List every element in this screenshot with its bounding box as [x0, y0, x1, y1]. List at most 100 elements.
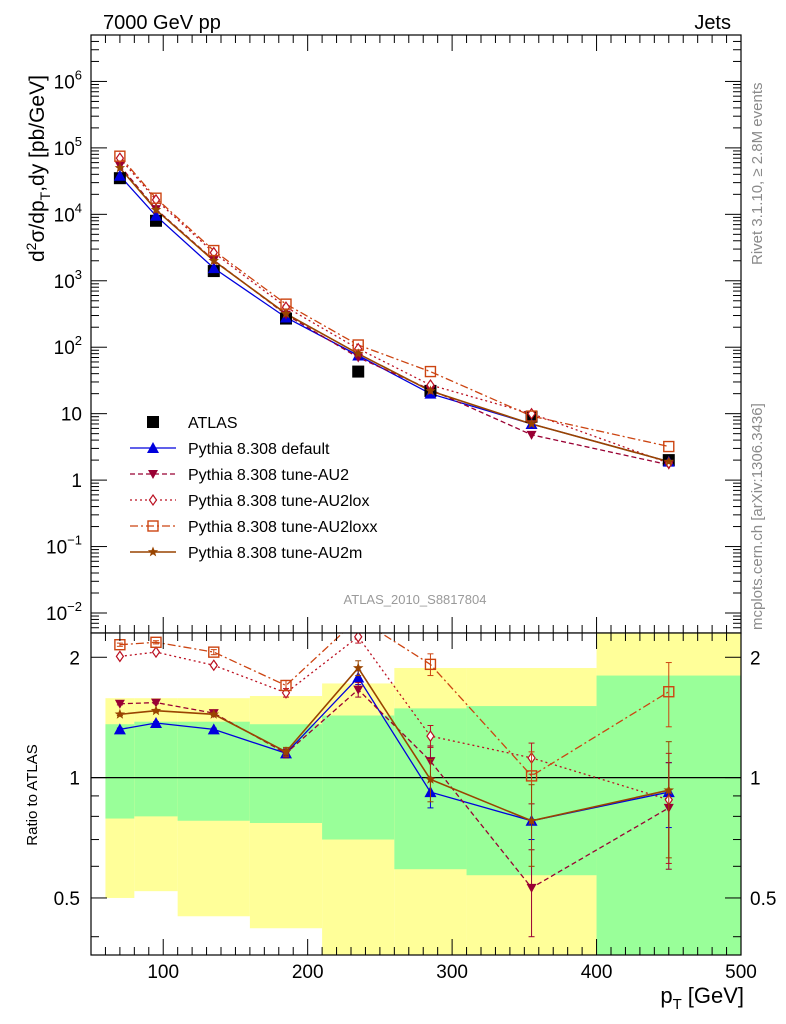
ytick-base: 10: [54, 205, 75, 226]
xlabel-unit: [GeV]: [688, 983, 744, 1008]
ratio-point-default-1: [150, 716, 162, 728]
xtick-label: 300: [436, 962, 468, 983]
main-point-au2m-0: [114, 162, 126, 173]
ratio-point-default-4: [352, 671, 365, 683]
ratio-ytick-label-right: 0.5: [750, 889, 776, 910]
legend-marker-default: [147, 442, 159, 453]
ytick-exponent: 5: [75, 134, 82, 149]
main-panel: [91, 35, 741, 633]
header-right: Jets: [694, 12, 731, 34]
ytick-base: 10: [54, 139, 75, 160]
ratio-ytick-label-left: 0.5: [54, 889, 80, 910]
ytick-base: 10: [46, 538, 67, 559]
ratio-point-au2loxx-6: [525, 770, 538, 782]
analysis-label: ATLAS_2010_S8817804: [344, 592, 487, 607]
legend-marker-au2loxx: [147, 520, 159, 532]
main-ytick-label: 106: [54, 67, 82, 93]
legend-marker-atlas: [147, 416, 159, 428]
main-point-default-0: [113, 169, 126, 181]
ytick-base: 10: [46, 604, 67, 625]
ratio-point-default-2: [207, 723, 220, 735]
ratio-point-au2m-6: [526, 815, 537, 826]
xlabel-p: p: [660, 983, 672, 1008]
ratio-point-default-0: [113, 723, 126, 735]
ytick-base: 10: [54, 338, 75, 359]
ylabel-sub-t: T: [37, 191, 53, 200]
ratio-point-au2lox-1: [151, 646, 161, 659]
ratio-point-au2loxx-7: [663, 686, 675, 698]
xlabel-sub-t: T: [673, 996, 682, 1013]
xtick-label: 200: [292, 962, 324, 983]
main-panel-background: [91, 35, 741, 633]
ratio-point-au2m-4: [353, 662, 364, 673]
mcplots-text: mcplots.cern.ch [arXiv:1306.3436]: [749, 403, 766, 630]
band-inner-2: [177, 721, 250, 821]
ratio-frame: [90, 632, 742, 956]
ratio-point-au2loxx-3: [280, 679, 292, 692]
main-ytick-label: 10−1: [46, 533, 82, 559]
ratio-line-au2m: [119, 666, 669, 822]
main-point-au2-6: [526, 430, 537, 440]
x-axis-label: pT [GeV]: [660, 983, 744, 1013]
ratio-axes: 0.5 0.5 1 1 2 2 100 200 300 400 500: [54, 632, 776, 983]
main-point-default-2: [207, 262, 220, 274]
main-point-au2m-7: [663, 456, 674, 466]
xtick-label: 400: [581, 962, 613, 983]
main-point-au2m-5: [425, 385, 436, 396]
ratio-ytick-label-left: 2: [69, 648, 80, 669]
ratio-point-au2lox-0: [115, 650, 125, 663]
rivet-version-text: Rivet 3.1.10, ≥ 2.8M events: [749, 83, 766, 266]
ratio-line-au2lox: [119, 635, 669, 801]
main-ytick-label: 1: [71, 471, 82, 492]
ratio-uncertainty-bands: [91, 633, 741, 955]
main-data-layer: [113, 150, 675, 470]
legend-label-atlas: ATLAS: [188, 415, 238, 432]
ratio-point-au2m-7: [663, 784, 674, 795]
main-ytick-label: 102: [54, 333, 82, 359]
main-point-au2m-2: [208, 255, 219, 266]
ytick-exponent: −1: [67, 533, 82, 548]
main-line-au2m: [119, 167, 670, 463]
ytick-exponent: 3: [75, 267, 82, 282]
main-point-au2m-4: [353, 348, 364, 359]
ratio-ytick-label-left: 1: [69, 769, 80, 790]
main-point-atlas-4: [352, 365, 365, 378]
legend-label-au2lox: Pythia 8.308 tune-AU2lox: [188, 493, 369, 510]
legend-label-au2m: Pythia 8.308 tune-AU2m: [188, 545, 362, 562]
ratio-point-au2-6: [526, 883, 537, 893]
ratio-point-au2loxx-2: [208, 646, 220, 658]
main-line-au2: [119, 165, 669, 466]
ratio-y-axis-label: Ratio to ATLAS: [24, 744, 41, 845]
legend-label-default: Pythia 8.308 default: [188, 441, 330, 458]
ratio-point-au2m-2: [208, 708, 219, 719]
band-inner-0: [105, 724, 135, 819]
header-left: 7000 GeV pp: [103, 12, 221, 34]
band-inner-3: [249, 724, 323, 823]
legend-marker-au2lox: [148, 493, 158, 507]
main-ytick-label: 104: [54, 200, 82, 226]
band-inner-1: [134, 721, 178, 817]
ratio-point-au2lox-5: [426, 730, 435, 743]
ratio-point-au2loxx-5: [424, 658, 437, 671]
legend-marker-au2m: [147, 546, 159, 557]
ratio-point-au2loxx-1: [150, 636, 162, 649]
main-ytick-label: 10: [61, 405, 82, 426]
ytick-exponent: 4: [75, 200, 82, 215]
ytick-exponent: 2: [75, 333, 82, 348]
ytick-exponent: 6: [75, 67, 82, 82]
main-point-au2loxx-1: [150, 192, 162, 204]
ratio-point-au2lox-2: [209, 659, 219, 672]
legend-label-au2loxx: Pythia 8.308 tune-AU2loxx: [188, 519, 377, 536]
ratio-line-au2: [119, 688, 670, 889]
legend: ATLAS Pythia 8.308 default Pythia 8.308 tu…: [130, 415, 377, 562]
ytick-base: 1: [71, 471, 82, 492]
ratio-point-au2-1: [151, 698, 161, 708]
ylabel-sigma: σ/dp: [26, 200, 49, 242]
main-point-au2loxx-5: [424, 365, 437, 378]
main-ytick-label: 103: [54, 267, 82, 293]
legend-label-au2: Pythia 8.308 tune-AU2: [188, 467, 349, 484]
ratio-point-au2m-5: [425, 773, 436, 784]
ylabel-d: d: [26, 250, 49, 262]
ratio-point-au2m-0: [114, 708, 126, 719]
